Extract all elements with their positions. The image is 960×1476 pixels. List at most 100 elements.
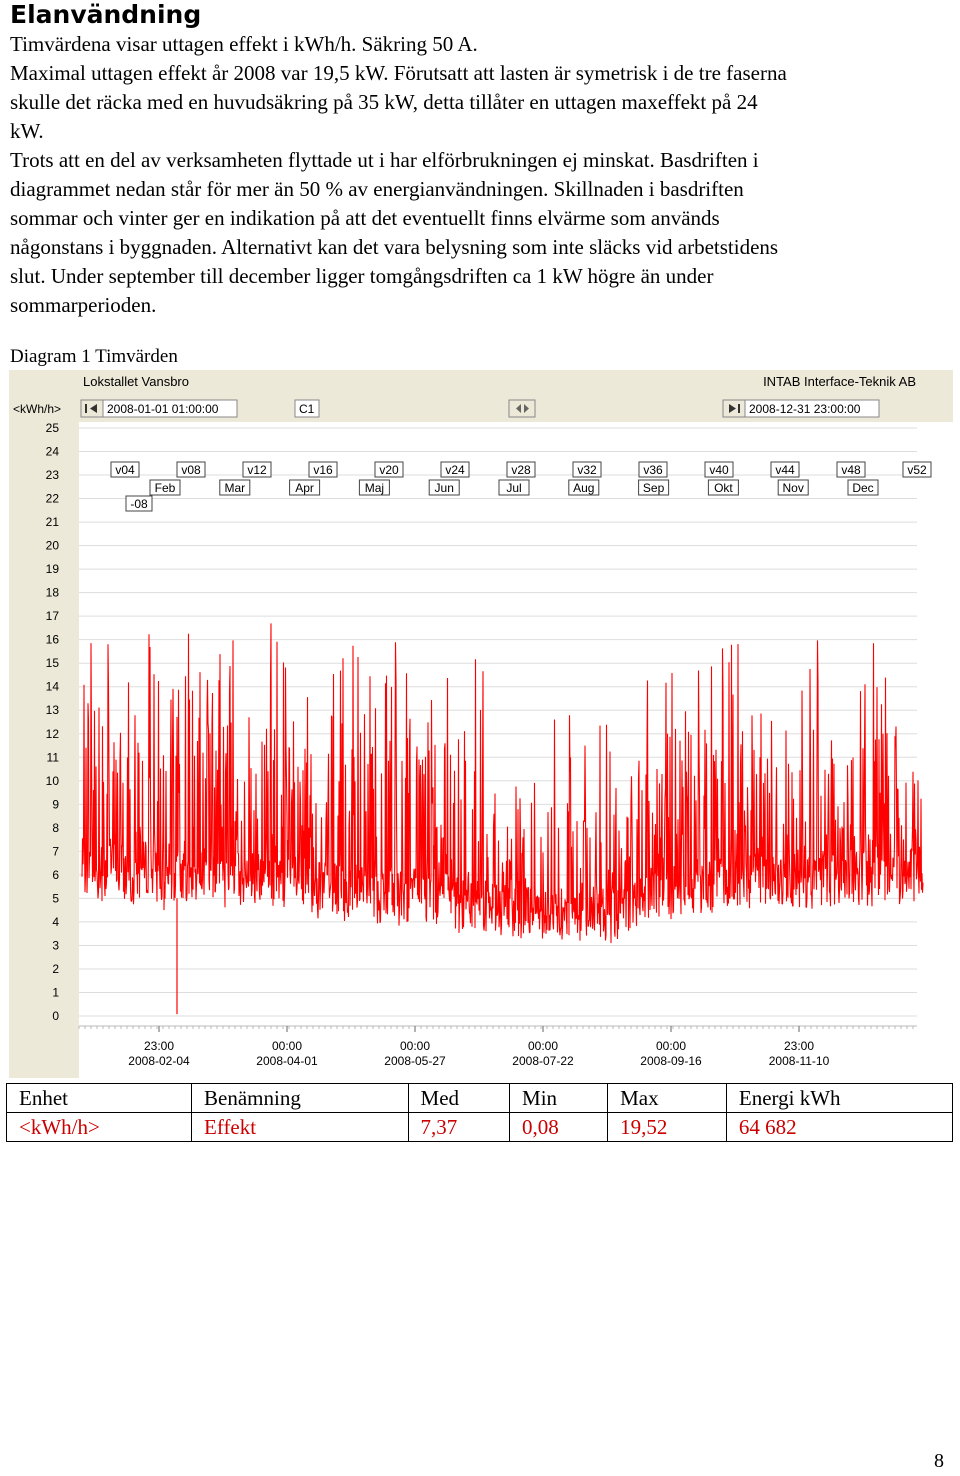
week-marker-label: v04 — [115, 463, 135, 477]
month-marker-box — [707, 479, 739, 496]
x-tick-date: 2008-09-16 — [640, 1054, 702, 1068]
week-marker-box — [638, 461, 668, 478]
week-marker-box — [440, 461, 470, 478]
month-marker-label: Mar — [224, 481, 245, 495]
y-tick-label: 22 — [46, 492, 60, 506]
y-tick-label: 11 — [47, 750, 60, 764]
paragraph-line: slut. Under september till december ligg… — [10, 264, 714, 288]
week-marker-box — [836, 461, 866, 478]
week-marker-label: v52 — [907, 463, 927, 477]
end-datetime-field[interactable] — [744, 399, 880, 418]
paragraph-line: kW. — [10, 119, 44, 143]
y-tick-label: 18 — [46, 586, 60, 600]
month-marker-box — [498, 479, 530, 496]
y-tick-label: 0 — [52, 1009, 59, 1023]
y-tick-label: 19 — [46, 562, 60, 576]
week-marker-label: v08 — [181, 463, 201, 477]
header-cell: Benämning — [191, 1083, 409, 1113]
y-tick-label: 23 — [46, 468, 60, 482]
x-tick-time: 00:00 — [272, 1039, 302, 1053]
week-marker-label: v36 — [643, 463, 663, 477]
header-cell: Energi kWh — [725, 1083, 954, 1113]
end-datetime-text: 2008-12-31 23:00:00 — [749, 402, 861, 416]
value-cell: 0,08 — [509, 1112, 609, 1142]
x-tick-date: 2008-05-27 — [384, 1054, 446, 1068]
paragraph-line: sommarperioden. — [10, 293, 157, 317]
x-tick-time: 00:00 — [400, 1039, 430, 1053]
month-marker-label: Apr — [295, 481, 314, 495]
year-marker-box — [125, 495, 153, 512]
month-marker-box — [428, 479, 460, 496]
y-tick-label: 17 — [46, 609, 60, 623]
value-cell: 64 682 — [725, 1112, 954, 1142]
month-marker-label: Feb — [155, 481, 176, 495]
month-marker-label: Maj — [365, 481, 384, 495]
paragraph-line: Trots att en del av verksamheten flyttad… — [10, 148, 759, 172]
y-tick-label: 16 — [46, 633, 60, 647]
time-markers: v04 v08 v12 v16 v20 v24 v28 v32 v36 v40 v44 v48 v52 F… — [110, 461, 932, 512]
week-marker-label: v20 — [379, 463, 399, 477]
value-cell: 19,52 — [607, 1112, 727, 1142]
month-marker-box — [568, 479, 600, 496]
chart-screenshot: Lokstallet Vansbro INTAB Interface-Tekni… — [9, 370, 953, 1078]
year-marker-label: -08 — [130, 497, 148, 511]
y-tick-label: 8 — [52, 821, 59, 835]
x-tick-time: 23:00 — [144, 1039, 174, 1053]
week-marker-box — [110, 461, 140, 478]
x-tick-date: 2008-07-22 — [512, 1054, 574, 1068]
week-marker-box — [572, 461, 602, 478]
header-cell: Enhet — [6, 1083, 192, 1113]
week-marker-box — [374, 461, 404, 478]
month-marker-label: Nov — [783, 481, 804, 495]
week-marker-box — [704, 461, 734, 478]
series-line — [81, 623, 924, 944]
paragraph-line: Maximal uttagen effekt år 2008 var 19,5 … — [10, 61, 787, 85]
start-datetime-field[interactable] — [102, 399, 238, 418]
paragraph-line: Timvärdena visar uttagen effekt i kWh/h.… — [10, 32, 478, 56]
start-scroll-button[interactable] — [80, 399, 104, 418]
week-marker-box — [770, 461, 800, 478]
month-marker-box — [289, 479, 321, 496]
month-marker-box — [777, 479, 809, 496]
week-marker-label: v16 — [313, 463, 333, 477]
week-marker-label: v28 — [511, 463, 531, 477]
y-tick-label: 3 — [52, 938, 59, 952]
month-marker-box — [149, 479, 181, 496]
channel-field[interactable] — [294, 399, 320, 418]
x-tick-time: 00:00 — [656, 1039, 686, 1053]
value-cell: Effekt — [191, 1112, 409, 1142]
y-tick-label: 21 — [46, 515, 60, 529]
x-tick-date: 2008-02-04 — [128, 1054, 190, 1068]
week-marker-label: v40 — [709, 463, 729, 477]
paragraph-line: sommar och vinter ger en indikation på a… — [10, 206, 720, 230]
week-marker-box — [242, 461, 272, 478]
pan-scroll-button[interactable] — [508, 399, 536, 418]
table-header-row: Enhet Benämning Med Min Max Energi kWh — [6, 1083, 954, 1113]
week-marker-box — [308, 461, 338, 478]
week-marker-label: v44 — [775, 463, 795, 477]
y-tick-label: 2 — [52, 962, 59, 976]
chart-svg: Lokstallet Vansbro INTAB Interface-Tekni… — [13, 374, 953, 1078]
header-cell: Min — [509, 1083, 609, 1113]
value-cell: 7,37 — [407, 1112, 511, 1142]
value-cell: <kWh/h> — [6, 1112, 192, 1142]
x-axis: 23:002008-02-0400:002008-04-0100:002008-… — [78, 1025, 917, 1068]
start-datetime-text: 2008-01-01 01:00:00 — [107, 402, 219, 416]
statistics-table: Enhet Benämning Med Min Max Energi kWh <… — [6, 1083, 954, 1142]
month-marker-label: Aug — [573, 481, 594, 495]
month-marker-label: Okt — [714, 481, 733, 495]
header-cell: Max — [607, 1083, 727, 1113]
series-effekt — [81, 623, 924, 1015]
y-tick-label: 5 — [52, 891, 59, 905]
end-scroll-button[interactable] — [722, 399, 746, 418]
week-marker-label: v24 — [445, 463, 465, 477]
y-tick-label: 9 — [52, 797, 59, 811]
month-marker-label: Dec — [852, 481, 873, 495]
y-tick-label: 12 — [46, 727, 60, 741]
x-tick-time: 23:00 — [784, 1039, 814, 1053]
y-tick-label: 14 — [46, 680, 60, 694]
month-marker-box — [638, 479, 670, 496]
month-marker-box — [847, 479, 879, 496]
week-marker-label: v48 — [841, 463, 861, 477]
y-axis: 0123456789101112131415161718192021222324… — [46, 421, 60, 1023]
